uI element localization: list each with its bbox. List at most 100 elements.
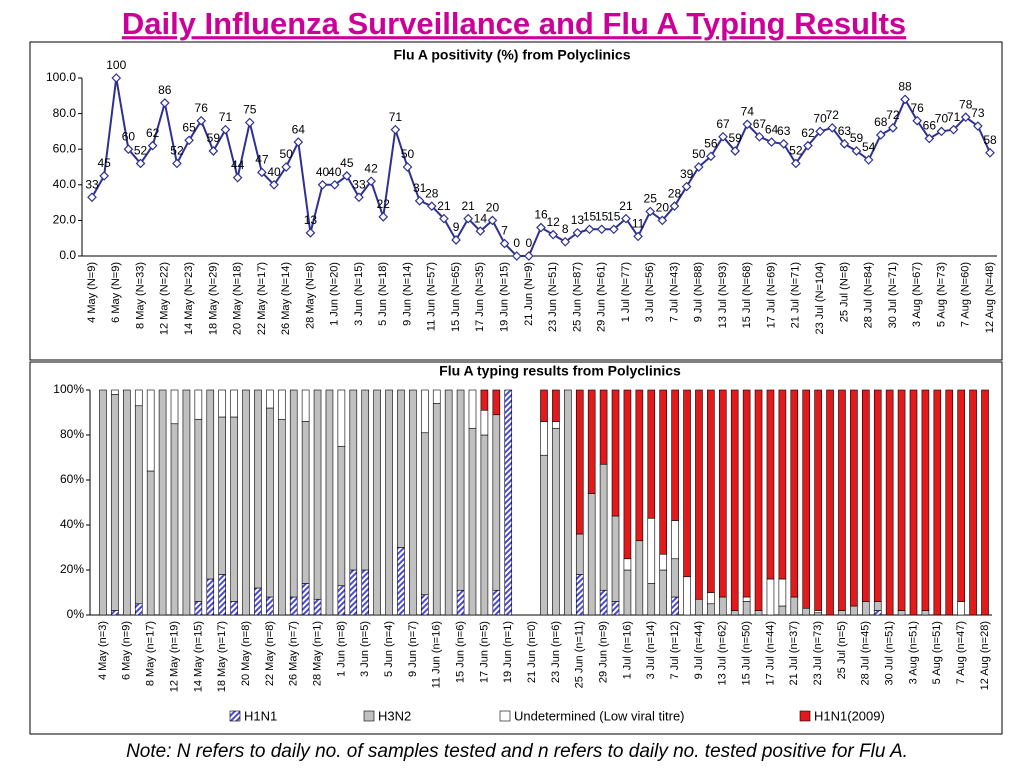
bar-segment — [778, 605, 787, 616]
bar-segment — [814, 389, 822, 611]
bar-segment — [504, 389, 513, 616]
marker — [657, 215, 668, 226]
marker — [220, 124, 231, 135]
bar-segment — [957, 389, 965, 602]
marker — [147, 140, 158, 151]
bar-segment — [742, 596, 751, 602]
bar-segment — [194, 389, 203, 420]
marker — [803, 140, 813, 151]
bar-segment — [814, 612, 822, 616]
x-tick-label: 21 Jun (n=0) — [526, 621, 538, 683]
x-tick-label: 3 Jun (n=5) — [359, 621, 371, 677]
bar-segment — [945, 389, 954, 616]
bar-segment — [730, 610, 739, 616]
data-label: 100 — [106, 58, 126, 72]
data-label: 45 — [340, 156, 354, 170]
data-label: 72 — [826, 108, 840, 122]
marker — [888, 122, 898, 133]
marker — [936, 126, 947, 137]
bar-segment — [170, 423, 179, 616]
x-tick-label: 30 Jul (n=51) — [884, 621, 896, 686]
marker — [633, 231, 643, 242]
data-label: 14 — [474, 211, 488, 225]
bar-segment — [492, 389, 501, 416]
x-tick-label: 20 May (n=8) — [240, 621, 252, 686]
x-tick-label: 3 Aug (N=67) — [911, 262, 923, 327]
bar-segment — [671, 558, 679, 598]
bar-segment — [301, 421, 310, 584]
bar-segment — [754, 389, 763, 611]
x-tick-label: 6 May (n=9) — [121, 621, 133, 680]
bar-segment — [671, 389, 679, 521]
bar-segment — [575, 389, 584, 535]
chart-title: Flu A typing results from Polyclinics — [439, 363, 681, 379]
bar-segment — [432, 389, 441, 404]
bar-segment — [289, 596, 298, 616]
bar-segment — [850, 389, 858, 607]
marker — [572, 228, 583, 238]
x-tick-label: 18 May (N=29) — [207, 262, 219, 335]
data-label: 0 — [526, 236, 533, 250]
marker — [390, 124, 401, 135]
bar-segment — [647, 517, 656, 584]
marker — [475, 226, 486, 236]
data-label: 45 — [97, 156, 111, 170]
data-label: 42 — [364, 161, 378, 175]
bar-segment — [277, 389, 286, 420]
marker — [924, 133, 935, 144]
bar-segment — [921, 610, 930, 616]
data-label: 25 — [644, 192, 658, 206]
bar-segment — [254, 389, 262, 589]
bar-segment — [301, 389, 310, 422]
bar-segment — [778, 389, 787, 580]
bar-segment — [659, 553, 667, 571]
data-label: 15 — [607, 209, 621, 223]
bar-segment — [218, 574, 226, 616]
bar-segment — [707, 603, 715, 616]
bar-segment — [468, 389, 477, 429]
bar-segment — [730, 389, 739, 611]
bar-segment — [754, 610, 763, 616]
data-label: 63 — [838, 124, 852, 138]
bar-segment — [325, 389, 334, 616]
data-label: 15 — [595, 209, 609, 223]
bar-segment — [552, 427, 560, 616]
data-label: 67 — [753, 117, 767, 131]
x-tick-label: 19 Jun (n=1) — [502, 621, 514, 683]
x-tick-label: 1 Jun (n=8) — [335, 621, 347, 677]
bar-segment — [373, 389, 381, 616]
x-tick-label: 5 Jun (N=18) — [377, 262, 389, 326]
data-label: 40 — [267, 165, 281, 179]
marker — [305, 228, 316, 238]
data-label: 50 — [401, 147, 415, 161]
x-tick-label: 8 May (n=17) — [145, 621, 157, 686]
marker — [269, 179, 279, 190]
marker — [608, 224, 619, 235]
bar-segment — [564, 389, 572, 616]
data-label: 40 — [328, 165, 342, 179]
x-tick-label: 9 Jul (N=88) — [693, 262, 705, 322]
data-label: 76 — [195, 101, 209, 115]
bar-segment — [695, 389, 703, 600]
data-label: 39 — [680, 167, 694, 181]
data-label: 21 — [462, 199, 476, 213]
x-tick-label: 14 May (n=15) — [192, 621, 204, 692]
marker — [426, 201, 437, 212]
bar-segment — [421, 594, 429, 616]
bar-segment — [873, 601, 882, 611]
bar-segment — [266, 596, 274, 616]
x-tick-label: 15 Jun (N=65) — [450, 262, 462, 332]
data-label: 13 — [571, 213, 585, 227]
marker — [754, 131, 765, 142]
data-label: 33 — [85, 177, 99, 191]
bar-segment — [349, 569, 358, 616]
x-tick-label: 7 Aug (N=60) — [960, 262, 972, 327]
bar-segment — [850, 605, 858, 616]
bar-segment — [683, 576, 691, 616]
x-tick-label: 14 May (N=23) — [183, 262, 195, 335]
x-tick-label: 9 Jun (N=14) — [401, 262, 413, 326]
marker — [524, 251, 534, 261]
x-tick-label: 15 Jul (N=68) — [741, 262, 753, 328]
bar-segment — [611, 389, 620, 517]
bar-segment — [206, 389, 215, 580]
